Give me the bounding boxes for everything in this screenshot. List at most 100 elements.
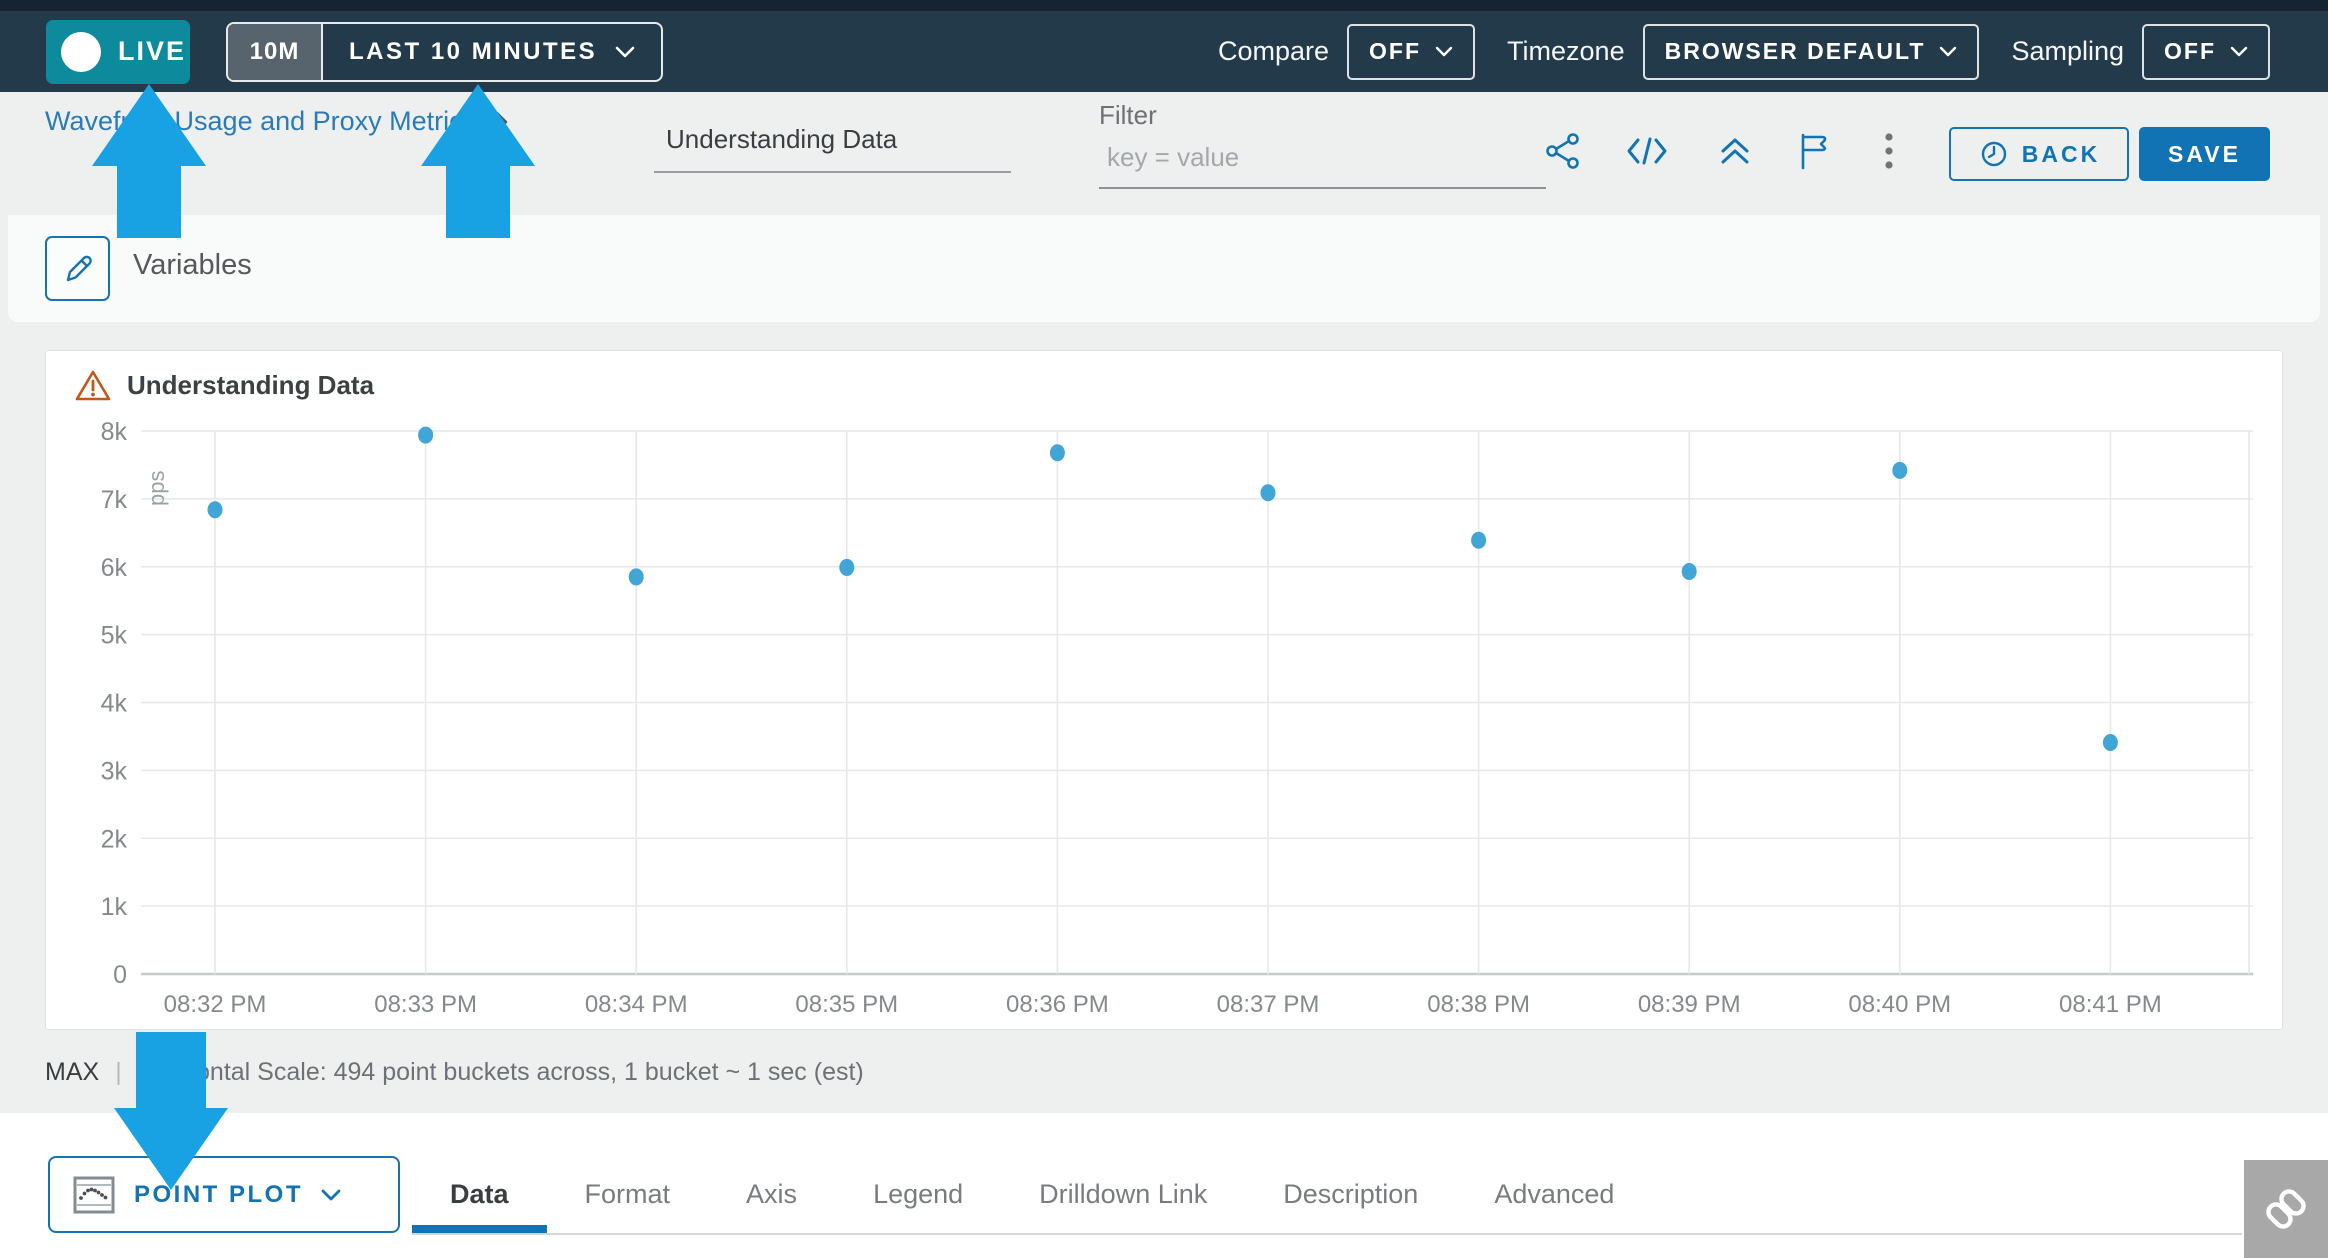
x-tick-label: 08:35 PM <box>795 991 898 1018</box>
filter-label: Filter <box>1099 100 1157 130</box>
data-point[interactable] <box>2102 734 2118 752</box>
filter-field <box>1099 142 1546 189</box>
compare-dropdown[interactable]: OFF <box>1347 23 1476 80</box>
data-point[interactable] <box>628 568 644 586</box>
chart-config-panel: POINT PLOT Data Format Axis Legend Drilldown… <box>0 1113 2328 1258</box>
compare-value: OFF <box>1369 38 1422 64</box>
live-toggle-button[interactable]: LIVE <box>46 19 190 84</box>
summary-stat: MAX <box>45 1058 100 1086</box>
tab-format[interactable]: Format <box>584 1179 671 1209</box>
chart-name-field <box>654 124 1011 173</box>
chart-card-header: Understanding Data <box>75 369 374 402</box>
window-top-strip <box>0 0 2328 11</box>
tab-drilldown-link[interactable]: Drilldown Link <box>1039 1179 1208 1209</box>
permalink-button[interactable] <box>2244 1160 2328 1258</box>
data-point[interactable] <box>1681 563 1697 581</box>
collapse-button[interactable] <box>1712 128 1758 174</box>
compare-label: Compare <box>1218 36 1330 66</box>
filter-input[interactable] <box>1099 142 1546 189</box>
arrow-head <box>114 1108 228 1190</box>
chart-name-input[interactable] <box>654 124 1011 173</box>
x-tick-label: 08:32 PM <box>164 991 267 1018</box>
link-icon <box>2266 1189 2306 1229</box>
x-tick-label: 08:36 PM <box>1006 991 1109 1018</box>
data-point[interactable] <box>1260 484 1276 502</box>
share-icon <box>1546 133 1579 169</box>
chevron-down-icon <box>1940 46 1957 57</box>
summary-divider: | <box>115 1058 122 1086</box>
sampling-dropdown[interactable]: OFF <box>2142 23 2270 80</box>
data-point[interactable] <box>207 501 223 519</box>
timezone-value: BROWSER DEFAULT <box>1664 38 1926 64</box>
chevron-down-icon <box>321 1189 341 1200</box>
pencil-icon <box>66 255 92 281</box>
annotation-arrow-down-point-plot <box>114 1032 228 1190</box>
data-point[interactable] <box>1471 531 1487 549</box>
y-tick-label: 3k <box>101 757 128 785</box>
time-window-group: 10M LAST 10 MINUTES <box>226 21 664 82</box>
edit-variables-button[interactable] <box>45 236 110 301</box>
config-tabs: Data Format Axis Legend Drilldown Link Descri… <box>412 1158 1652 1235</box>
x-tick-label: 08:33 PM <box>374 991 477 1018</box>
more-options-button[interactable] <box>1866 128 1912 174</box>
chart-editor-header: Wavefront Usage and Proxy Metrics Filter <box>0 92 2328 215</box>
time-range-dropdown[interactable]: LAST 10 MINUTES <box>323 24 661 80</box>
arrow-head <box>421 84 535 166</box>
warning-icon <box>75 370 111 401</box>
share-button[interactable] <box>1540 128 1586 174</box>
data-point[interactable] <box>839 558 855 576</box>
collapse-up-icon <box>1721 138 1749 164</box>
y-tick-label: 7k <box>101 486 128 514</box>
data-point[interactable] <box>1892 461 1908 479</box>
topbar-right-controls: Compare OFF Timezone BROWSER DEFAULT Sam… <box>1218 23 2270 80</box>
history-clock-icon <box>1981 141 2006 167</box>
tab-legend[interactable]: Legend <box>873 1179 964 1209</box>
tab-data[interactable]: Data <box>412 1158 547 1233</box>
chevron-down-icon <box>615 46 635 57</box>
tab-axis[interactable]: Axis <box>746 1179 798 1209</box>
summary-text: Horizontal Scale: 494 point buckets acro… <box>137 1058 864 1086</box>
back-button[interactable]: BACK <box>1949 127 2129 181</box>
arrow-head <box>92 84 206 166</box>
timezone-dropdown[interactable]: BROWSER DEFAULT <box>1642 23 1980 80</box>
y-tick-label: 1k <box>101 893 128 921</box>
flag-button[interactable] <box>1790 128 1836 174</box>
sampling-value: OFF <box>2164 38 2216 64</box>
y-tick-label: 6k <box>101 554 128 582</box>
arrow-shaft <box>117 166 181 238</box>
timezone-label: Timezone <box>1507 36 1625 66</box>
query-editor-button[interactable] <box>1624 128 1670 174</box>
x-tick-label: 08:34 PM <box>585 991 688 1018</box>
save-button[interactable]: SAVE <box>2139 127 2270 181</box>
top-toolbar-row: LIVE 10M LAST 10 MINUTES Compare OFF Tim… <box>0 11 2328 92</box>
arrow-shaft <box>136 1032 206 1108</box>
y-tick-label: 8k <box>101 418 128 446</box>
tab-advanced[interactable]: Advanced <box>1494 1179 1615 1209</box>
tab-description[interactable]: Description <box>1283 1179 1419 1209</box>
x-tick-label: 08:38 PM <box>1427 991 1530 1018</box>
chevron-down-icon <box>2230 46 2248 57</box>
annotation-arrow-up-live <box>92 84 206 238</box>
point-plot-icon <box>73 1176 115 1213</box>
chart-plot-area[interactable]: 0 1k 2k 3k 4k 5k 6k 7k 8k 08:32 PM 08:33 PM 08:34 P… <box>46 351 2284 1031</box>
chart-summary-line: MAX | Horizontal Scale: 494 point bucket… <box>45 1058 864 1087</box>
y-tick-label: 2k <box>101 825 128 853</box>
x-tick-label: 08:39 PM <box>1638 991 1741 1018</box>
code-icon <box>1627 137 1667 165</box>
data-point[interactable] <box>1049 444 1065 462</box>
data-point[interactable] <box>418 426 434 444</box>
chevron-down-icon <box>1435 46 1453 57</box>
flag-icon <box>1801 133 1827 170</box>
x-tick-label: 08:40 PM <box>1848 991 1951 1018</box>
y-tick-label: 4k <box>101 690 128 718</box>
chart-card: Understanding Data 0 1k 2k 3k 4k 5k 6k 7k 8k 08:3… <box>45 350 2283 1030</box>
time-window-badge[interactable]: 10M <box>228 23 323 80</box>
x-tick-label: 08:41 PM <box>2059 991 2162 1018</box>
live-label: LIVE <box>118 36 187 66</box>
annotation-arrow-up-time-range <box>421 84 535 238</box>
chart-type-dropdown[interactable]: POINT PLOT <box>48 1156 400 1233</box>
y-axis-unit-label: pps <box>144 471 169 506</box>
arrow-shaft <box>446 166 510 238</box>
back-label: BACK <box>2021 140 2101 167</box>
variables-panel: Variables <box>8 215 2320 322</box>
